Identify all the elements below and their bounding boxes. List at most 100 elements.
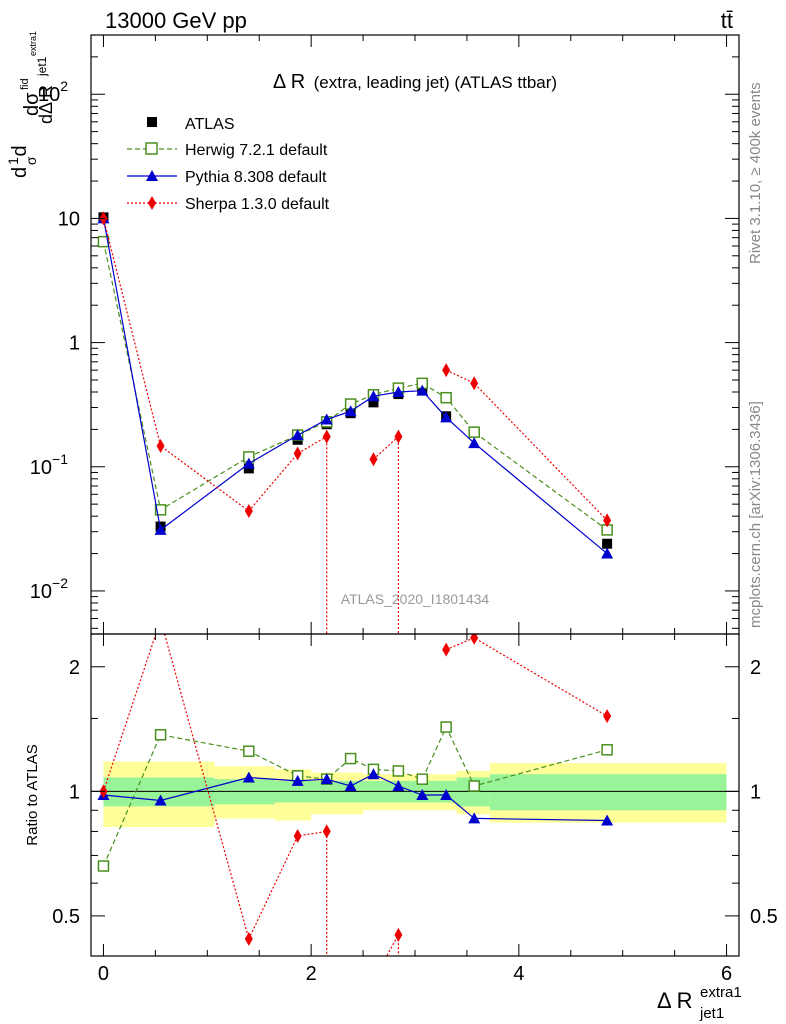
ratio-point-1-10 xyxy=(468,780,480,792)
point-1-10 xyxy=(468,426,480,438)
svg-text:jet1: jet1 xyxy=(699,1005,724,1022)
svg-text:dΔ R: dΔ R xyxy=(36,85,56,124)
ratio-tick-left-0: 0.5 xyxy=(52,906,80,928)
point-2-11 xyxy=(601,547,614,559)
ratio-point-3-3 xyxy=(293,828,302,843)
svg-text:extra1: extra1 xyxy=(28,31,38,56)
point-3-2 xyxy=(244,504,253,519)
legend-item-atlas: ATLAS xyxy=(147,116,235,133)
ratio-point-2-4 xyxy=(320,773,333,785)
point-3-4 xyxy=(322,429,331,444)
chart-title: Δ R (extra, leading jet) (ATLAS ttbar) xyxy=(273,71,557,93)
y-tick-label-0: 10−2 xyxy=(30,575,68,603)
ratio-line-1 xyxy=(102,725,608,867)
series-line-2 xyxy=(102,218,608,555)
svg-text:Δ R: Δ R xyxy=(657,988,692,1013)
point-2-2 xyxy=(242,457,255,469)
y-tick-label-1: 10−1 xyxy=(30,451,68,479)
ratio-point-2-7 xyxy=(392,780,405,792)
site-label: mcplots.cern.ch [arXiv:1306.3436] xyxy=(747,401,764,628)
ratio-point-2-9 xyxy=(440,788,453,800)
ratio-tick-left-2: 2 xyxy=(69,657,80,679)
point-3-11 xyxy=(603,513,612,528)
x-tick-label-3: 6 xyxy=(721,963,732,985)
legend: ATLAS Herwig 7.2.1 default Pythia 8.308 … xyxy=(127,116,330,213)
point-2-5 xyxy=(344,405,357,417)
legend-item-sherpa: Sherpa 1.3.0 default xyxy=(127,196,330,213)
ratio-point-3-4 xyxy=(322,824,331,839)
x-tick-label-1: 2 xyxy=(306,963,317,985)
x-tick-label-0: 0 xyxy=(98,963,109,985)
series-line-1 xyxy=(102,241,608,531)
ratio-point-2-1 xyxy=(154,794,167,806)
svg-text:Pythia 8.308 default: Pythia 8.308 default xyxy=(185,169,327,186)
point-2-10 xyxy=(468,437,481,449)
point-2-3 xyxy=(291,429,304,441)
svg-text:ATLAS: ATLAS xyxy=(185,116,235,133)
process-label: tt̄ xyxy=(721,8,733,33)
ratio-point-2-11 xyxy=(601,814,614,826)
point-2-9 xyxy=(440,411,453,423)
svg-text:Sherpa 1.3.0 default: Sherpa 1.3.0 default xyxy=(185,196,330,213)
svg-text:jet1: jet1 xyxy=(35,56,49,77)
analysis-label: ATLAS_2020_I1801434 xyxy=(341,591,490,607)
point-3-3 xyxy=(293,446,302,461)
band-inner-4 xyxy=(489,774,727,811)
ratio-point-3-7 xyxy=(394,927,403,942)
point-1-1 xyxy=(154,504,167,516)
ratio-line-3 xyxy=(102,634,608,956)
y-tick-label-4: 102 xyxy=(38,78,68,106)
ratio-point-3-11 xyxy=(603,709,612,724)
ratio-point-1-9 xyxy=(440,721,452,733)
energy-label: 13000 GeV pp xyxy=(105,8,247,33)
svg-text:fid: fid xyxy=(19,78,31,90)
ratio-point-1-8 xyxy=(416,773,429,785)
point-2-1 xyxy=(154,523,167,535)
point-1-9 xyxy=(440,391,452,404)
ratio-point-1-0 xyxy=(97,860,110,872)
x-axis-label: Δ R extra1 jet1 xyxy=(657,984,742,1022)
ratio-tick-right-0: 0.5 xyxy=(750,906,778,928)
ratio-tick-right-1: 1 xyxy=(750,781,761,803)
ratio-point-2-6 xyxy=(367,768,380,780)
ratio-point-3-1 xyxy=(157,613,165,627)
ratio-point-2-8 xyxy=(416,788,429,800)
y-tick-label-3: 10 xyxy=(58,208,80,230)
point-3-6 xyxy=(369,452,378,467)
point-2-4 xyxy=(320,413,333,425)
legend-item-herwig: Herwig 7.2.1 default xyxy=(127,142,328,159)
ratio-tick-right-2: 2 xyxy=(750,657,761,679)
ratio-point-1-5 xyxy=(344,752,357,765)
ratio-point-1-1 xyxy=(154,729,167,741)
ratio-point-3-2 xyxy=(244,931,253,946)
y-axis-label: d1 σd dσ fid dΔ R jet1 extra1 xyxy=(5,31,56,178)
svg-text:extra1: extra1 xyxy=(700,984,742,1001)
point-0-11 xyxy=(602,538,613,549)
ratio-point-2-5 xyxy=(344,780,357,792)
ratio-point-3-9 xyxy=(442,642,451,657)
ratio-y-label: Ratio to ATLAS xyxy=(24,744,41,845)
point-3-1 xyxy=(156,438,165,453)
x-tick-label-2: 4 xyxy=(513,963,524,985)
ratio-tick-left-1: 1 xyxy=(69,781,80,803)
y-tick-label-2: 1 xyxy=(69,333,80,355)
ratio-point-1-7 xyxy=(392,765,405,777)
point-3-9 xyxy=(442,363,451,378)
ratio-point-2-2 xyxy=(242,771,255,783)
point-2-7 xyxy=(392,386,405,398)
ratio-point-3-10 xyxy=(470,634,479,645)
point-3-10 xyxy=(470,376,479,391)
point-0-6 xyxy=(368,397,379,408)
point-1-0 xyxy=(97,235,110,248)
legend-item-pythia: Pythia 8.308 default xyxy=(127,169,327,186)
ratio-point-2-3 xyxy=(291,774,304,786)
svg-text:dσ: dσ xyxy=(21,92,43,116)
svg-text:Herwig 7.2.1 default: Herwig 7.2.1 default xyxy=(185,142,328,159)
ratio-point-1-2 xyxy=(243,745,255,757)
point-2-8 xyxy=(416,384,429,396)
ratio-point-3-6 xyxy=(369,973,377,987)
point-2-6 xyxy=(367,390,380,402)
rivet-label: Rivet 3.1.10, ≥ 400k events xyxy=(747,82,764,264)
